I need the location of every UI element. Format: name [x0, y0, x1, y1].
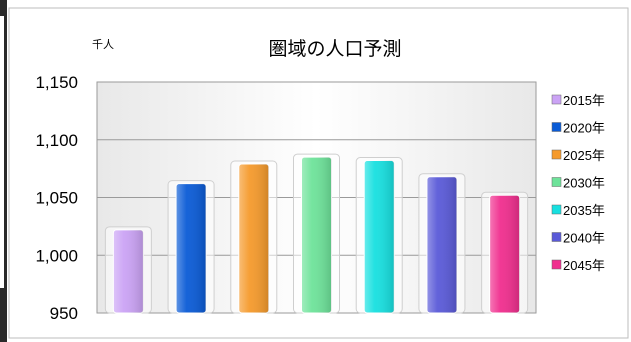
- legend-label: 2015年: [563, 93, 605, 108]
- bar-shine: [489, 195, 520, 313]
- left-edge-gap: [0, 16, 4, 288]
- legend-swatch: [551, 122, 562, 132]
- bar-shine: [176, 183, 207, 313]
- y-tick-label: 1,050: [35, 189, 78, 208]
- legend-swatch: [551, 94, 562, 105]
- legend-swatch: [551, 204, 562, 215]
- legend-label: 2025年: [563, 148, 605, 163]
- legend-label: 2045年: [563, 258, 605, 273]
- y-tick-label: 1,000: [35, 246, 78, 265]
- bar-shine: [113, 229, 144, 313]
- y-tick-label: 1,150: [35, 73, 78, 92]
- bar-group: [293, 153, 340, 314]
- bar-shine: [426, 176, 457, 313]
- y-tick-label: 1,100: [35, 131, 78, 150]
- unit-label: 千人: [92, 38, 114, 51]
- bar-group: [418, 173, 466, 314]
- legend-swatch: [551, 177, 562, 187]
- legend-label: 2020年: [563, 121, 605, 136]
- y-axis: 950 1,000 1,050 1,100 1,150: [35, 73, 78, 323]
- bar-group: [104, 226, 152, 314]
- bar-shine: [301, 157, 332, 313]
- legend-label: 2035年: [563, 203, 605, 218]
- legend-swatch: [551, 259, 562, 270]
- bar-shine: [238, 164, 269, 313]
- legend-label: 2040年: [563, 231, 605, 246]
- bar-group: [355, 157, 403, 314]
- legend-swatch: [551, 232, 562, 242]
- bar-group: [481, 191, 529, 314]
- bar-group: [230, 160, 278, 314]
- y-tick-label: 950: [50, 304, 78, 323]
- legend-label: 2030年: [563, 176, 605, 191]
- bar-group: [167, 180, 215, 314]
- bars: [104, 153, 529, 314]
- bar-shine: [364, 160, 395, 313]
- legend: 2015年 2020年 2025年 2030年 2035年 2040年 2045年: [551, 93, 605, 273]
- chart-title: 圏域の人口予測: [268, 38, 401, 60]
- legend-swatch: [551, 149, 562, 160]
